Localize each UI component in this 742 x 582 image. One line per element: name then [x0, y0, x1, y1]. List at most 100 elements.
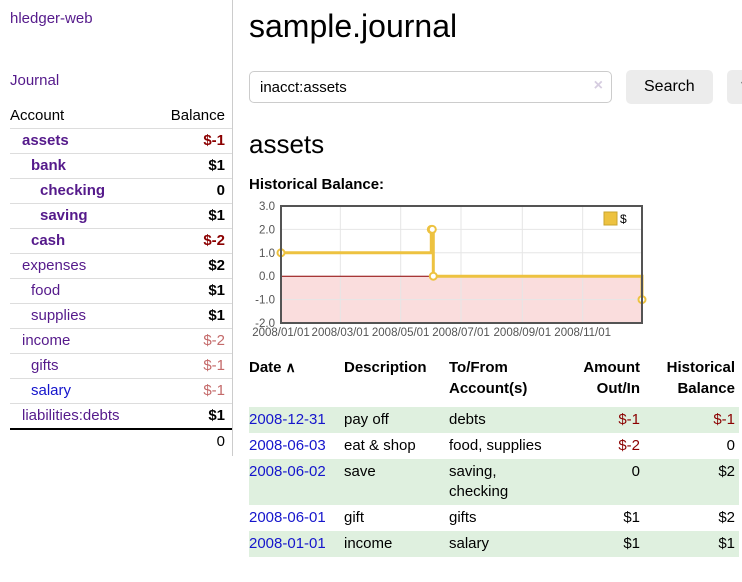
transaction-date-link[interactable]: 2008-01-01	[249, 535, 326, 552]
legend-label: $	[620, 212, 627, 226]
transaction-date-link[interactable]: 2008-06-01	[249, 509, 326, 526]
account-balance: $-1	[152, 128, 232, 154]
register-table: Date ∧ Description To/From Account(s) Amo…	[249, 355, 739, 557]
account-balance: $1	[152, 153, 232, 179]
register-header-balance: Historical Balance	[666, 359, 735, 397]
data-point-marker	[428, 271, 438, 281]
transaction-accounts: salary	[449, 535, 490, 552]
transaction-date-link[interactable]: 2008-06-03	[249, 437, 326, 454]
x-tick-label: 2008/11/01	[554, 327, 611, 339]
accounts-tbody: assets $-1 bank $1 checking 0 saving $1 cash $-2 e…	[10, 128, 232, 429]
account-row: expenses $2	[10, 253, 232, 279]
transaction-description: save	[344, 463, 376, 480]
account-balance: $2	[152, 253, 232, 279]
account-balance: $1	[152, 203, 232, 229]
transaction-amount: $1	[623, 509, 640, 526]
register-header-accounts: To/From Account(s)	[449, 359, 528, 397]
sidebar-item-journal[interactable]: Journal	[10, 72, 60, 89]
transaction-accounts: gifts	[449, 509, 477, 526]
account-balance: $1	[152, 303, 232, 329]
account-row: food $1	[10, 278, 232, 304]
y-tick-label: 3.0	[259, 201, 275, 213]
transaction-balance: 0	[726, 437, 735, 454]
account-row: liabilities:debts $1	[10, 403, 232, 429]
transaction-accounts: food, supplies	[449, 437, 542, 454]
y-tick-label: -1.0	[255, 295, 275, 307]
account-link[interactable]: expenses	[22, 257, 87, 274]
account-link[interactable]: checking	[40, 182, 106, 199]
account-row: salary $-1	[10, 378, 232, 404]
data-point-marker	[427, 224, 437, 234]
transaction-amount: $-2	[618, 437, 640, 454]
account-row: supplies $1	[10, 303, 232, 329]
register-header-row: Date ∧ Description To/From Account(s) Amo…	[249, 355, 739, 407]
account-balance: 0	[152, 178, 232, 204]
account-balance: $-2	[152, 328, 232, 354]
account-link[interactable]: cash	[31, 232, 66, 249]
register-tbody: 2008-12-31 pay off debts $-1 $-1 2008-06-03 ea…	[249, 407, 739, 557]
account-row: saving $1	[10, 203, 232, 229]
transaction-accounts: saving, checking	[449, 463, 509, 500]
transaction-date-link[interactable]: 2008-12-31	[249, 411, 326, 428]
account-link[interactable]: income	[22, 332, 71, 349]
transaction-amount: 0	[631, 463, 640, 480]
account-link[interactable]: assets	[22, 132, 69, 149]
transaction-description: eat & shop	[344, 437, 416, 454]
transaction-balance: $1	[718, 535, 735, 552]
account-link[interactable]: bank	[31, 157, 67, 174]
account-row: income $-2	[10, 328, 232, 354]
search-button[interactable]: Search	[626, 70, 713, 104]
page-title: sample.journal	[249, 8, 458, 44]
transaction-balance: $-1	[713, 411, 735, 428]
x-tick-label: 2008/01/01	[252, 327, 310, 339]
account-balance: $-1	[152, 378, 232, 404]
brand-link[interactable]: hledger-web	[10, 10, 93, 27]
x-tick-label: 2008/07/01	[432, 327, 490, 339]
legend-swatch	[603, 211, 618, 226]
search-form: × Search ?	[249, 70, 742, 104]
register-row: 2008-06-01 gift gifts $1 $2	[249, 505, 739, 531]
transaction-balance: $2	[718, 463, 735, 480]
accounts-total-spacer	[10, 428, 153, 454]
accounts-header-balance: Balance	[170, 107, 225, 124]
account-link[interactable]: food	[31, 282, 61, 299]
register-header-amount: Amount Out/In	[583, 359, 640, 397]
help-button[interactable]: ?	[726, 70, 742, 104]
register-row: 2008-06-02 save saving, checking 0 $2	[249, 459, 739, 505]
account-link[interactable]: saving	[40, 207, 88, 224]
transaction-amount: $-1	[618, 411, 640, 428]
sort-asc-icon: ∧	[285, 359, 296, 375]
search-box: ×	[249, 71, 612, 103]
clear-search-icon[interactable]: ×	[593, 77, 603, 94]
y-tick-label: -2.0	[255, 318, 275, 330]
search-input[interactable]	[249, 71, 612, 103]
account-link[interactable]: supplies	[31, 307, 87, 324]
x-tick-label: 2008/05/01	[372, 327, 430, 339]
account-balance: $-1	[152, 353, 232, 379]
register-header-description: Description	[344, 359, 427, 376]
account-row: cash $-2	[10, 228, 232, 254]
main-content: sample.journal × Search ? assets Histori…	[233, 0, 742, 557]
account-heading: assets	[249, 129, 325, 159]
register-header-date[interactable]: Date ∧	[249, 359, 296, 376]
register-row: 2008-06-03 eat & shop food, supplies $-2 0	[249, 433, 739, 459]
register-row: 2008-01-01 income salary $1 $1	[249, 531, 739, 557]
accounts-total-row: 0	[10, 428, 232, 454]
account-row: assets $-1	[10, 128, 232, 154]
account-row: gifts $-1	[10, 353, 232, 379]
account-link[interactable]: liabilities:debts	[22, 407, 120, 424]
register-row: 2008-12-31 pay off debts $-1 $-1	[249, 407, 739, 433]
account-link[interactable]: salary	[31, 382, 72, 399]
sidebar: hledger-web Journal Account Balance asse…	[0, 0, 233, 456]
y-tick-label: 1.0	[259, 248, 275, 260]
transaction-date-link[interactable]: 2008-06-02	[249, 463, 326, 480]
chart-heading: Historical Balance:	[249, 176, 385, 193]
transaction-accounts: debts	[449, 411, 486, 428]
y-tick-label: 2.0	[259, 224, 275, 236]
x-tick-label: 2008/09/01	[494, 327, 552, 339]
account-link[interactable]: gifts	[31, 357, 59, 374]
transaction-description: gift	[344, 509, 365, 526]
accounts-table: Account Balance assets $-1 bank $1 checking 0…	[10, 105, 232, 454]
account-row: checking 0	[10, 178, 232, 204]
